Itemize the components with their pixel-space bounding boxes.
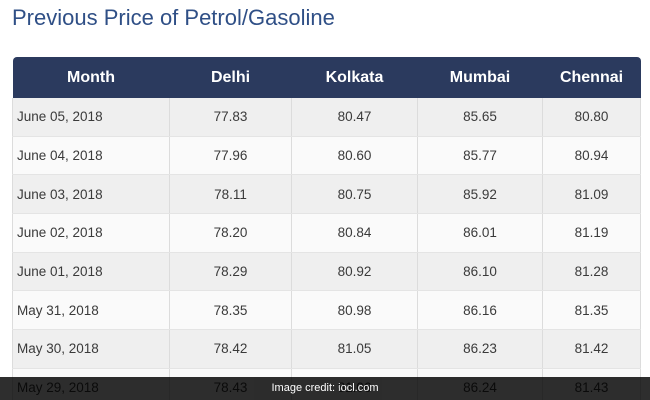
table-row: June 05, 2018 77.83 80.47 85.65 80.80 xyxy=(12,98,641,137)
table-row: June 04, 2018 77.96 80.60 85.77 80.94 xyxy=(12,136,641,176)
header-month: Month xyxy=(12,57,170,98)
image-credit-bar: Image credit: iocl.com xyxy=(0,377,650,400)
cell-mumbai: 86.01 xyxy=(417,213,543,253)
cell-kolkata: 80.84 xyxy=(291,213,418,253)
header-kolkata: Kolkata xyxy=(291,57,418,98)
header-chennai: Chennai xyxy=(542,57,641,98)
cell-delhi: 77.96 xyxy=(169,136,292,176)
cell-chennai: 81.09 xyxy=(542,174,641,215)
cell-delhi: 78.35 xyxy=(169,290,292,331)
cell-delhi: 77.83 xyxy=(169,98,292,137)
cell-chennai: 81.19 xyxy=(542,213,641,253)
cell-kolkata: 80.75 xyxy=(291,174,418,215)
cell-month: June 03, 2018 xyxy=(12,174,170,215)
table-body: June 05, 2018 77.83 80.47 85.65 80.80 Ju… xyxy=(12,98,641,400)
cell-delhi: 78.42 xyxy=(169,329,292,369)
cell-month: June 04, 2018 xyxy=(12,136,170,176)
cell-chennai: 81.42 xyxy=(542,329,641,369)
cell-kolkata: 80.98 xyxy=(291,290,418,331)
table-row: May 31, 2018 78.35 80.98 86.16 81.35 xyxy=(12,290,641,331)
cell-month: May 30, 2018 xyxy=(12,329,170,369)
cell-mumbai: 86.16 xyxy=(417,290,543,331)
header-row: Month Delhi Kolkata Mumbai Chennai xyxy=(12,57,641,98)
cell-kolkata: 80.47 xyxy=(291,98,418,137)
header-delhi: Delhi xyxy=(169,57,292,98)
price-table-container: Month Delhi Kolkata Mumbai Chennai June … xyxy=(12,57,641,400)
table-row: June 03, 2018 78.11 80.75 85.92 81.09 xyxy=(12,174,641,215)
table-row: May 30, 2018 78.42 81.05 86.23 81.42 xyxy=(12,329,641,369)
cell-kolkata: 80.60 xyxy=(291,136,418,176)
cell-mumbai: 85.65 xyxy=(417,98,543,137)
cell-month: June 01, 2018 xyxy=(12,252,170,292)
table-header: Month Delhi Kolkata Mumbai Chennai xyxy=(12,57,641,98)
cell-chennai: 80.80 xyxy=(542,98,641,137)
cell-mumbai: 85.92 xyxy=(417,174,543,215)
cell-chennai: 81.28 xyxy=(542,252,641,292)
cell-month: May 31, 2018 xyxy=(12,290,170,331)
cell-delhi: 78.20 xyxy=(169,213,292,253)
cell-month: June 05, 2018 xyxy=(12,98,170,137)
cell-delhi: 78.11 xyxy=(169,174,292,215)
table-row: June 01, 2018 78.29 80.92 86.10 81.28 xyxy=(12,252,641,292)
cell-chennai: 80.94 xyxy=(542,136,641,176)
header-mumbai: Mumbai xyxy=(417,57,543,98)
page-title: Previous Price of Petrol/Gasoline xyxy=(12,5,335,30)
table-row: June 02, 2018 78.20 80.84 86.01 81.19 xyxy=(12,213,641,253)
cell-delhi: 78.29 xyxy=(169,252,292,292)
cell-mumbai: 86.23 xyxy=(417,329,543,369)
cell-chennai: 81.35 xyxy=(542,290,641,331)
cell-mumbai: 85.77 xyxy=(417,136,543,176)
cell-month: June 02, 2018 xyxy=(12,213,170,253)
cell-kolkata: 80.92 xyxy=(291,252,418,292)
cell-mumbai: 86.10 xyxy=(417,252,543,292)
price-table: Month Delhi Kolkata Mumbai Chennai June … xyxy=(12,57,641,400)
cell-kolkata: 81.05 xyxy=(291,329,418,369)
